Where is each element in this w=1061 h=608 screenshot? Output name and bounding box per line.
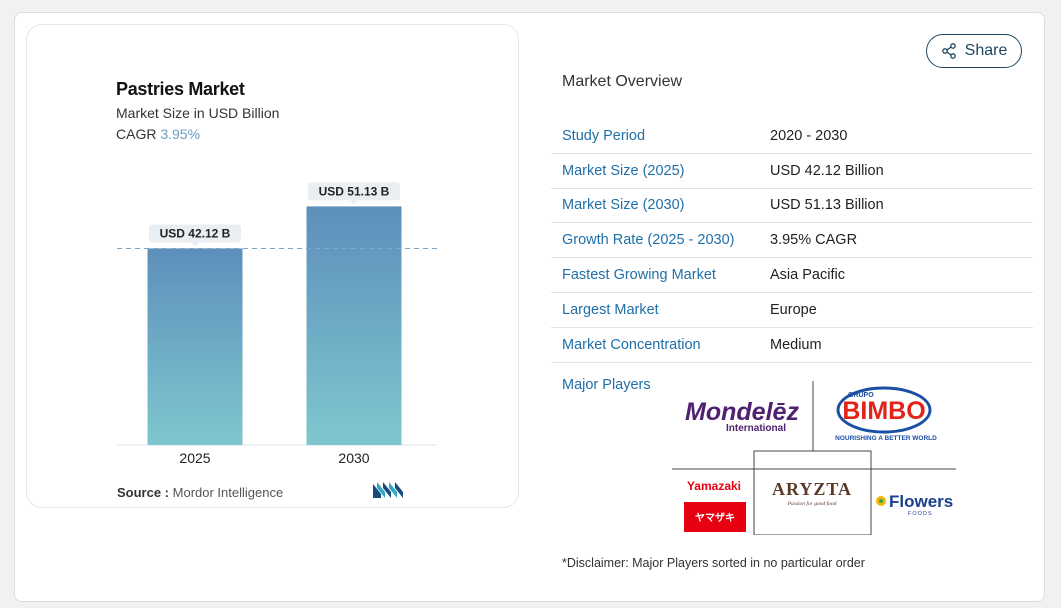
row-label: Fastest Growing Market <box>562 267 716 284</box>
yamazaki-logo: Yamazaki ヤマザキ <box>684 479 746 532</box>
row-label: Growth Rate (2025 - 2030) <box>562 232 735 249</box>
mondelez-sub: International <box>726 423 786 434</box>
market-chart-card: USD 42.12 B 2025 USD 51.13 B 2030 Pastries … <box>26 24 519 508</box>
flowers-logo: Flowers FOODS <box>876 492 953 517</box>
market-overview-title: Market Overview <box>562 73 683 90</box>
flowers-sub: FOODS <box>908 511 933 517</box>
market-overview-table: Study Period 2020 - 2030 Market Size (20… <box>551 119 1033 363</box>
row-value: Asia Pacific <box>770 267 845 284</box>
aryzta-name: ARYZTA <box>772 479 852 499</box>
overview-row-largest-market: Largest Market Europe <box>551 293 1033 328</box>
overview-row-market-size-2025: Market Size (2025) USD 42.12 Billion <box>551 154 1033 189</box>
overview-row-study-period: Study Period 2020 - 2030 <box>551 119 1033 154</box>
yamazaki-name: Yamazaki <box>687 479 741 493</box>
chart-cagr: CAGR 3.95% <box>116 126 200 142</box>
yamazaki-jp: ヤマザキ <box>695 512 735 524</box>
row-value: 2020 - 2030 <box>770 127 848 144</box>
data-label-bg <box>308 182 400 201</box>
mondelez-logo: Mondelēz International <box>685 398 799 434</box>
row-label: Market Size (2030) <box>562 197 685 214</box>
chart-source: Source : Mordor Intelligence <box>117 485 283 500</box>
row-label: Study Period <box>562 127 646 144</box>
row-value: 3.95% CAGR <box>770 232 858 249</box>
row-value: USD 51.13 Billion <box>770 197 884 214</box>
share-icon <box>941 43 956 59</box>
overview-row-growth-rate: Growth Rate (2025 - 2030) 3.95% CAGR <box>551 223 1033 259</box>
overview-row-concentration: Market Concentration Medium <box>551 328 1033 363</box>
source-value: Mordor Intelligence <box>172 485 284 500</box>
data-label-pointer <box>191 242 199 247</box>
row-value: Europe <box>770 301 817 318</box>
flowers-name: Flowers <box>889 492 953 511</box>
row-value: Medium <box>770 336 822 353</box>
mordor-intelligence-logo-icon <box>373 482 403 498</box>
row-label: Largest Market <box>562 301 659 318</box>
data-label-bg <box>149 224 241 243</box>
data-label-pointer <box>350 200 358 205</box>
share-label: Share <box>964 42 1008 59</box>
mondelez-name: Mondelēz <box>685 398 799 426</box>
data-label: USD 42.12 B <box>160 226 231 240</box>
major-players-logos: Mondelēz International GRUPO BIMBO NOURI… <box>672 381 956 535</box>
x-tick-label: 2030 <box>338 450 369 466</box>
share-button[interactable]: Share <box>926 34 1022 68</box>
major-players-label: Major Players <box>562 377 651 393</box>
aryzta-logo: ARYZTA Passion for good food <box>772 479 852 507</box>
cagr-value: 3.95% <box>160 126 201 142</box>
row-label: Market Size (2025) <box>562 162 685 179</box>
market-size-bar-chart: USD 42.12 B 2025 USD 51.13 B 2030 <box>117 182 437 466</box>
row-value: USD 42.12 Billion <box>770 162 884 179</box>
bimbo-logo: GRUPO BIMBO NOURISHING A BETTER WORLD <box>835 386 937 442</box>
row-label: Market Concentration <box>562 336 701 353</box>
bimbo-name: BIMBO <box>842 397 925 425</box>
bar-2025 <box>147 248 243 445</box>
bimbo-tagline: NOURISHING A BETTER WORLD <box>835 435 937 442</box>
chart-subtitle: Market Size in USD Billion <box>116 105 280 121</box>
disclaimer-text: *Disclaimer: Major Players sorted in no … <box>562 556 865 570</box>
data-label: USD 51.13 B <box>319 184 390 198</box>
cagr-label: CAGR <box>116 126 157 142</box>
bimbo-top: GRUPO <box>848 392 874 399</box>
x-tick-label: 2025 <box>179 450 210 466</box>
overview-row-fastest-growing: Fastest Growing Market Asia Pacific <box>551 258 1033 293</box>
aryzta-tagline: Passion for good food <box>787 500 837 507</box>
bar-2030 <box>306 206 402 445</box>
overview-row-market-size-2030: Market Size (2030) USD 51.13 Billion <box>551 189 1033 224</box>
chart-title: Pastries Market <box>116 79 245 99</box>
source-label: Source : <box>117 485 170 500</box>
grid-divider <box>753 450 872 535</box>
